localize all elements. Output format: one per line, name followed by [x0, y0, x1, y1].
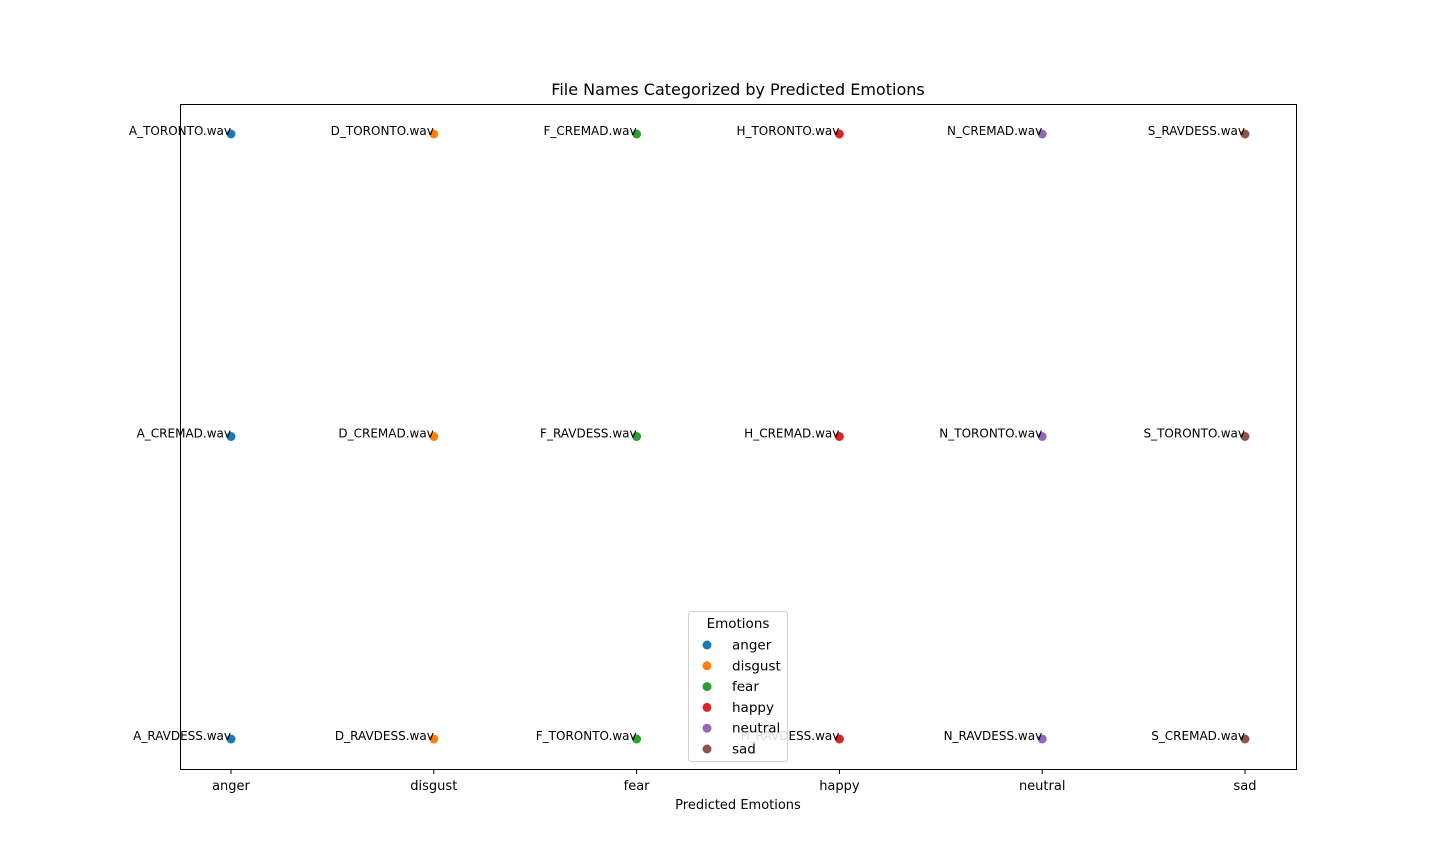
legend-title: Emotions — [707, 616, 770, 632]
point-label-anger-0: A_TORONTO.wav — [129, 124, 231, 138]
legend-label-sad: sad — [732, 742, 756, 758]
legend: Emotions anger disgust fear happy neutral sad — [688, 611, 788, 762]
data-point-anger-0 — [226, 129, 236, 139]
legend-label-disgust: disgust — [732, 658, 781, 674]
plot-area-frame — [180, 104, 1297, 770]
data-point-sad-2 — [1240, 734, 1250, 744]
data-point-anger-1 — [226, 432, 236, 441]
data-point-neutral-1 — [1037, 432, 1047, 441]
data-point-neutral-0 — [1037, 129, 1047, 139]
legend-marker-sad — [702, 744, 712, 754]
data-points-layer: A_TORONTO.wav A_CREMAD.wav A_RAVDESS.wav D_… — [129, 124, 1250, 744]
point-label-happy-0: H_TORONTO.wav — [736, 124, 839, 138]
legend-label-happy: happy — [732, 700, 774, 716]
point-label-sad-2: S_CREMAD.wav — [1151, 729, 1245, 743]
data-point-fear-2 — [632, 734, 642, 744]
x-tick-label-disgust: disgust — [410, 779, 457, 794]
legend-label-neutral: neutral — [732, 721, 780, 737]
data-point-fear-1 — [632, 432, 642, 441]
legend-marker-disgust — [702, 661, 712, 671]
legend-marker-neutral — [702, 723, 712, 733]
legend-label-fear: fear — [732, 679, 759, 695]
x-tick-label-fear: fear — [624, 779, 651, 794]
point-label-fear-2: F_TORONTO.wav — [536, 729, 637, 743]
data-point-happy-1 — [834, 432, 844, 441]
legend-items: anger disgust fear happy neutral sad — [702, 638, 781, 758]
point-label-neutral-1: N_TORONTO.wav — [939, 427, 1042, 441]
point-label-neutral-2: N_RAVDESS.wav — [944, 729, 1043, 743]
chart-title: File Names Categorized by Predicted Emot… — [551, 80, 924, 99]
point-label-sad-1: S_TORONTO.wav — [1143, 427, 1245, 441]
point-label-neutral-0: N_CREMAD.wav — [947, 124, 1042, 138]
point-label-sad-0: S_RAVDESS.wav — [1148, 124, 1245, 138]
data-point-happy-0 — [834, 129, 844, 139]
point-label-anger-2: A_RAVDESS.wav — [133, 729, 231, 743]
legend-marker-fear — [702, 682, 712, 692]
legend-label-anger: anger — [732, 638, 772, 654]
point-label-happy-1: H_CREMAD.wav — [744, 427, 839, 441]
x-axis-label: Predicted Emotions — [675, 798, 801, 813]
data-point-fear-0 — [632, 129, 642, 139]
x-tick-label-sad: sad — [1234, 779, 1257, 794]
x-tick-label-happy: happy — [819, 779, 860, 794]
data-point-sad-0 — [1240, 129, 1250, 139]
data-point-disgust-0 — [429, 129, 439, 139]
point-label-fear-0: F_CREMAD.wav — [544, 124, 637, 138]
legend-marker-happy — [702, 702, 712, 712]
data-point-happy-2 — [834, 734, 844, 744]
point-label-disgust-0: D_TORONTO.wav — [331, 124, 434, 138]
x-axis-ticks: anger disgust fear happy neutral sad — [212, 769, 1257, 794]
data-point-disgust-2 — [429, 734, 439, 744]
x-tick-label-neutral: neutral — [1019, 779, 1066, 794]
data-point-anger-2 — [226, 734, 236, 744]
legend-box — [688, 611, 788, 762]
x-tick-label-anger: anger — [212, 779, 250, 794]
point-label-disgust-2: D_RAVDESS.wav — [335, 729, 434, 743]
data-point-disgust-1 — [429, 432, 439, 441]
point-label-disgust-1: D_CREMAD.wav — [338, 427, 433, 441]
data-point-sad-1 — [1240, 432, 1250, 441]
point-label-fear-1: F_RAVDESS.wav — [540, 427, 637, 441]
point-label-anger-1: A_CREMAD.wav — [137, 427, 231, 441]
legend-marker-anger — [702, 640, 712, 650]
data-point-neutral-2 — [1037, 734, 1047, 744]
